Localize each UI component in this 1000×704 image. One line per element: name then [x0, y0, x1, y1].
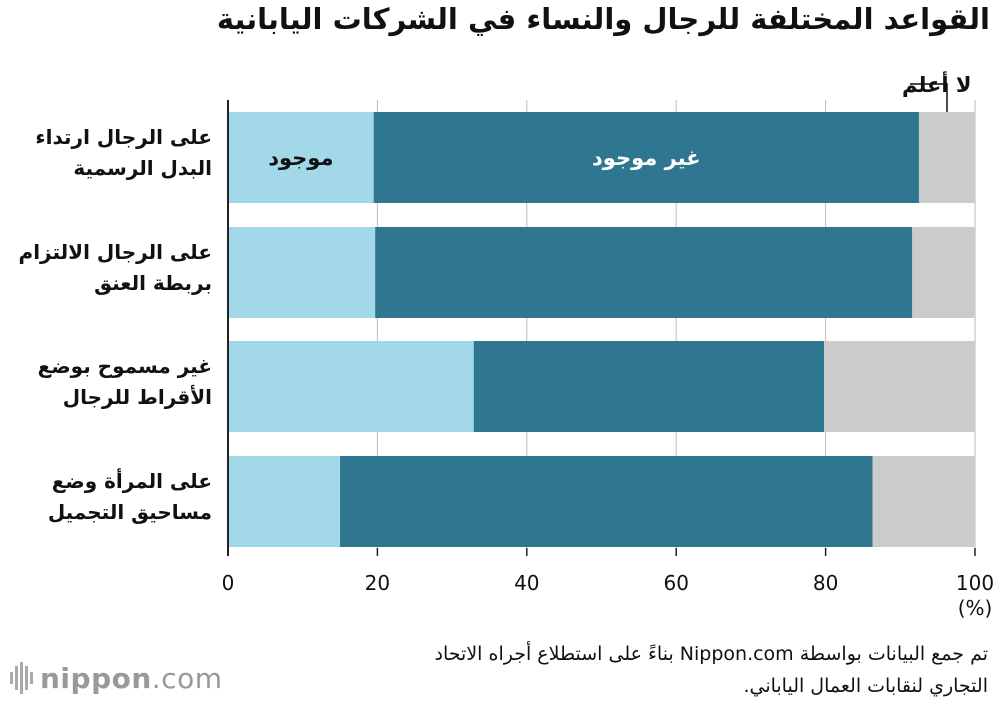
- bar-not-exists: [340, 456, 873, 547]
- category-label-line: بربطة العنق: [94, 271, 212, 295]
- callout-line: [910, 83, 948, 112]
- category-label-line: على الرجال الالتزام: [18, 240, 212, 264]
- source-line: تم جمع البيانات بواسطة Nippon.com بناءً …: [434, 643, 988, 665]
- source-note: تم جمع البيانات بواسطة Nippon.com بناءً …: [288, 638, 988, 702]
- category-label-2: على الرجال الالتزام بربطة العنق: [2, 237, 212, 299]
- bar-exists: [228, 456, 341, 547]
- category-label-line: البدل الرسمية: [73, 156, 212, 180]
- bar-dont-know: [918, 112, 975, 203]
- x-tick-label: 80: [813, 571, 838, 595]
- category-label-line: على المرأة وضع: [51, 469, 212, 493]
- bar-not-exists: [373, 112, 919, 203]
- bar-exists: [228, 341, 474, 432]
- source-line: التجاري لنقابات العمال الياباني.: [743, 675, 988, 697]
- bars: [228, 112, 975, 547]
- bar-dont-know: [912, 227, 975, 318]
- logo-suffix: .com: [151, 661, 223, 695]
- x-axis: 0 20 40 60 80 100(%): [222, 100, 994, 620]
- x-tick-label: 100: [956, 571, 994, 595]
- bar-not-exists: [375, 227, 913, 318]
- annotations: موجود غير موجود لا أعلم: [268, 70, 971, 170]
- bar-exists: [228, 112, 374, 203]
- bar-not-exists: [473, 341, 825, 432]
- series-label-exists: موجود: [268, 146, 333, 170]
- x-tick-label: 40: [514, 571, 539, 595]
- bar-dont-know: [824, 341, 975, 432]
- logo-mark-icon: [10, 662, 33, 694]
- logo-brand: nippon: [40, 661, 152, 695]
- x-axis-unit: (%): [958, 596, 993, 620]
- category-label-line: على الرجال ارتداء: [35, 125, 212, 149]
- category-label-3: غير مسموح بوضع الأقراط للرجال: [2, 351, 212, 413]
- x-tick-label: 0: [222, 571, 235, 595]
- x-tick-label: 20: [365, 571, 390, 595]
- category-label-1: على الرجال ارتداء البدل الرسمية: [2, 122, 212, 184]
- category-label-line: الأقراط للرجال: [62, 385, 212, 409]
- category-label-line: غير مسموح بوضع: [37, 354, 212, 378]
- bar-exists: [228, 227, 376, 318]
- series-label-not-exists: غير موجود: [592, 146, 701, 170]
- nippon-logo: nippon.com: [8, 660, 223, 696]
- category-label-line: مساحيق التجميل: [47, 500, 212, 524]
- bar-dont-know: [872, 456, 975, 547]
- logo-wordmark: nippon.com: [40, 662, 223, 695]
- category-label-4: على المرأة وضع مساحيق التجميل: [2, 466, 212, 528]
- chart-title: القواعد المختلفة للرجال والنساء في الشرك…: [216, 2, 990, 36]
- series-label-dont-know: لا أعلم: [902, 70, 972, 97]
- x-tick-label: 60: [663, 571, 688, 595]
